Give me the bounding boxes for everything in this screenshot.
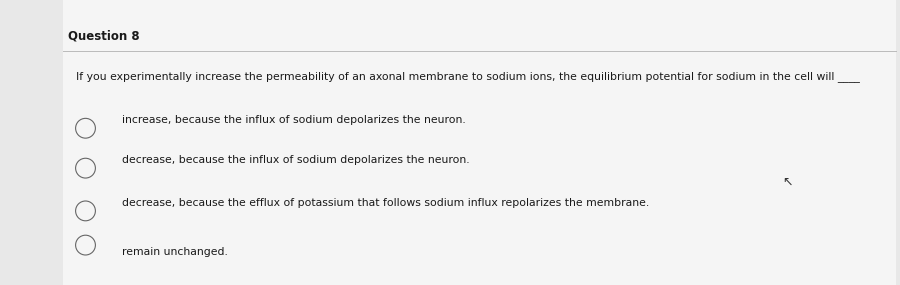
- Text: decrease, because the influx of sodium depolarizes the neuron.: decrease, because the influx of sodium d…: [122, 155, 469, 165]
- Text: decrease, because the efflux of potassium that follows sodium influx repolarizes: decrease, because the efflux of potassiu…: [122, 198, 649, 208]
- Text: Question 8: Question 8: [68, 30, 140, 43]
- FancyBboxPatch shape: [63, 0, 896, 285]
- Text: If you experimentally increase the permeability of an axonal membrane to sodium : If you experimentally increase the perme…: [76, 71, 860, 82]
- Text: remain unchanged.: remain unchanged.: [122, 247, 228, 256]
- Text: increase, because the influx of sodium depolarizes the neuron.: increase, because the influx of sodium d…: [122, 115, 465, 125]
- Text: ↖: ↖: [782, 176, 793, 189]
